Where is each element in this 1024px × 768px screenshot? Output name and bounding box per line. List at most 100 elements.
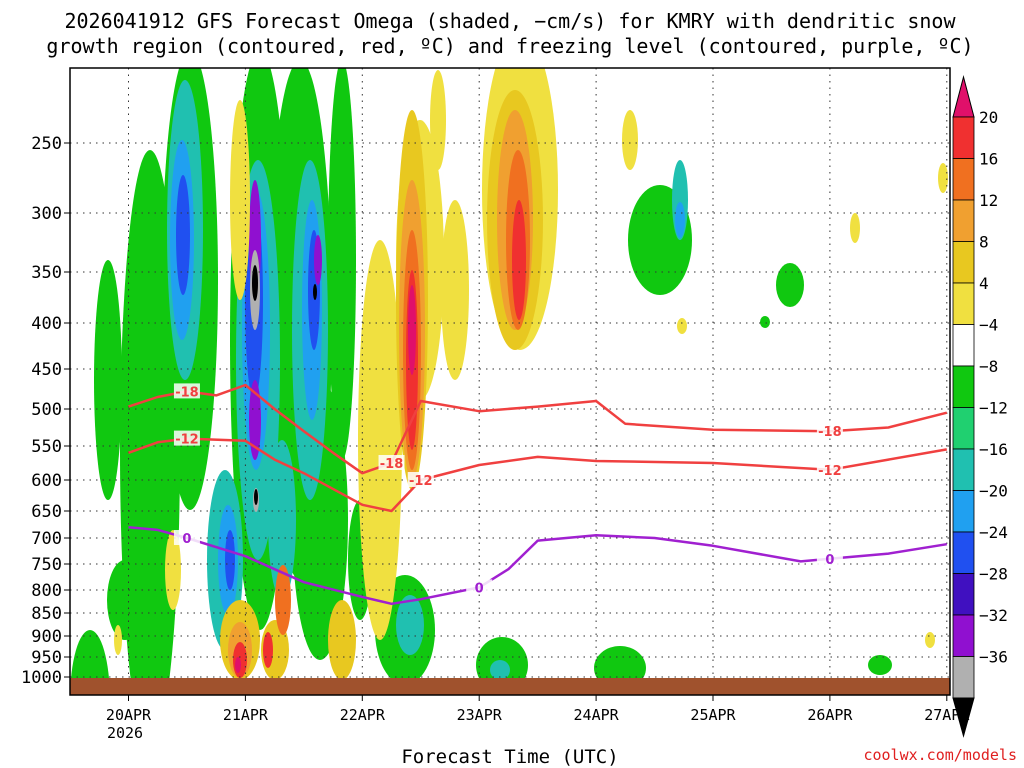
colorbar-label: −12 — [979, 399, 1008, 418]
colorbar-label: −20 — [979, 482, 1008, 501]
colorbar-swatch — [952, 199, 975, 242]
x-tick-label: 25APR — [690, 706, 736, 724]
contour-label: -18 — [380, 457, 404, 472]
omega-shade-cell — [230, 100, 250, 300]
omega-shade-cell — [107, 560, 143, 640]
omega-shade-cell — [396, 595, 424, 655]
x-tick-label: 21APR — [223, 706, 269, 724]
colorbar-swatch — [952, 448, 975, 491]
y-tick-label: 600 — [31, 471, 62, 491]
omega-shade-cell — [268, 440, 296, 600]
colorbar-swatch — [952, 490, 975, 533]
colorbar: 20 16 12 8 4 −4 −8 −12 −16 −20 −24 −28 −32 −36 — [952, 75, 1008, 738]
omega-shade-cell — [430, 70, 446, 170]
y-tick-label: 950 — [31, 648, 62, 668]
omega-shade-cell — [675, 202, 685, 238]
colorbar-label: −24 — [979, 523, 1008, 542]
omega-shade-cell — [358, 240, 402, 640]
colorbar-label: 16 — [979, 150, 998, 169]
contour-label-bg — [466, 579, 493, 595]
omega-shade-cell — [313, 284, 317, 300]
y-tick-label: 700 — [31, 529, 62, 549]
colorbar-label: 12 — [979, 191, 998, 210]
y-tick-label: 550 — [31, 437, 62, 457]
omega-shade-cell — [263, 632, 273, 668]
omega-shade-cell — [512, 200, 526, 320]
y-tick-label: 500 — [31, 400, 62, 420]
omega-shade-cell — [328, 600, 356, 680]
omega-shade-cell — [850, 213, 860, 243]
y-tick-label: 850 — [31, 604, 62, 624]
omega-shade-cell — [677, 318, 687, 334]
credit-text: coolwx.com/models — [863, 746, 1017, 764]
y-tick-label: 800 — [31, 581, 62, 601]
colorbar-label: −8 — [979, 357, 998, 376]
colorbar-swatch — [952, 573, 975, 616]
omega-shade-cell — [776, 263, 804, 307]
contour-label: -12 — [818, 464, 842, 479]
colorbar-swatch — [952, 282, 975, 325]
contour-line--12 — [128, 437, 948, 513]
y-tick-label: 450 — [31, 360, 62, 380]
omega-shade-cell — [441, 200, 469, 380]
omega-shade-cell — [490, 660, 510, 680]
y-tick-label: 750 — [31, 555, 62, 575]
colorbar-swatch — [952, 656, 975, 699]
colorbar-swatch — [952, 614, 975, 657]
contour-label: -12 — [409, 474, 433, 489]
contour-label: -18 — [175, 385, 199, 400]
contour-label-bg — [816, 423, 843, 439]
omega-shade-cell — [938, 163, 948, 193]
x-tick-label: 22APR — [340, 706, 386, 724]
contour-label: 0 — [182, 532, 191, 547]
omega-shade-cell — [622, 110, 638, 170]
colorbar-label: −4 — [979, 316, 998, 335]
colorbar-swatch — [952, 241, 975, 284]
contour-label: -12 — [175, 433, 199, 448]
omega-shade-cell — [176, 175, 190, 295]
omega-shade-cell — [868, 655, 892, 675]
x-axis: 20APR 21APR 22APR 23APR 24APR 25APR 26APR 27APR — [106, 695, 970, 724]
y-tick-label: 900 — [31, 627, 62, 647]
colorbar-label: −36 — [979, 648, 1008, 667]
colorbar-label: −28 — [979, 565, 1008, 584]
x-tick-label: 23APR — [457, 706, 503, 724]
contour-label-bg — [378, 455, 405, 470]
colorbar-top-triangle — [952, 75, 975, 118]
x-tick-label: 24APR — [574, 706, 620, 724]
ground-surface — [70, 678, 950, 695]
y-tick-label: 300 — [31, 204, 62, 224]
chart-title-line-2: growth region (contoured, red, ºC) and f… — [46, 34, 973, 58]
y-tick-label: 400 — [31, 314, 62, 334]
y-tick-label: 250 — [31, 134, 62, 154]
y-axis: 250 300 350 400 450 500 550 600 650 700 750 800 850 9… — [21, 134, 70, 688]
contour-label-bg — [816, 550, 843, 566]
x-tick-label: 20APR — [106, 706, 152, 724]
contour-label-bg — [173, 530, 200, 545]
chart-title-line-1: 2026041912 GFS Forecast Omega (shaded, −… — [64, 9, 956, 33]
omega-shade-cell — [275, 565, 291, 635]
omega-shade-cell — [225, 530, 235, 590]
colorbar-swatch — [952, 531, 975, 574]
contour-label-bg — [407, 472, 434, 487]
omega-shade-cell — [249, 380, 261, 460]
gridlines — [70, 68, 950, 695]
omega-shade-cell — [254, 489, 258, 505]
x-axis-title: Forecast Time (UTC) — [401, 746, 618, 768]
y-tick-label: 350 — [31, 263, 62, 283]
omega-shade-cell — [925, 632, 935, 648]
plot-frame — [69, 67, 951, 696]
contour-label-bg — [173, 383, 200, 399]
omega-shade-cell — [328, 68, 356, 460]
contour-label: 0 — [825, 553, 834, 568]
omega-shade-cell — [408, 285, 416, 375]
omega-shade-cell — [114, 625, 122, 655]
omega-shade-cell — [252, 265, 258, 301]
colorbar-swatch — [952, 365, 975, 408]
omega-shade-cell — [70, 630, 110, 695]
colorbar-label: 8 — [979, 233, 989, 252]
contour-label-bg — [816, 461, 843, 477]
colorbar-label: 20 — [979, 108, 998, 127]
colorbar-swatch — [952, 324, 975, 367]
